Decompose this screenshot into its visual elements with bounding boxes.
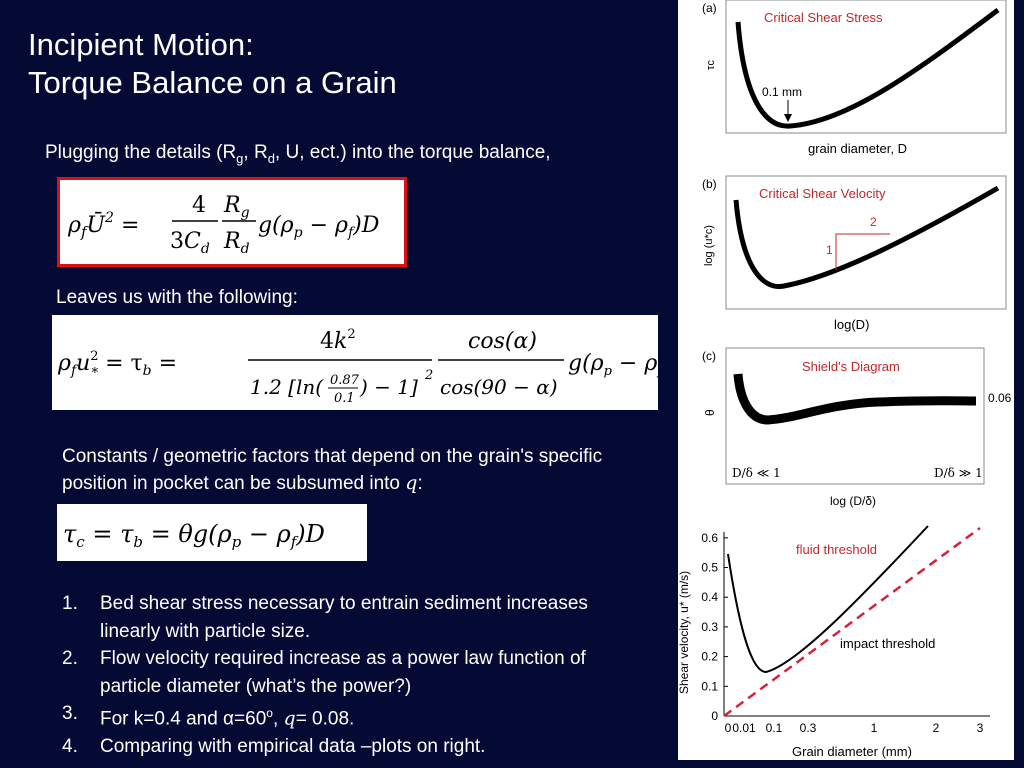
- svg-text:Rd: Rd: [223, 229, 250, 257]
- svg-text:τc = τb = θg(ρp − ρf)D: τc = τb = θg(ρp − ρf)D: [63, 520, 325, 551]
- plot-a-tag: (a): [702, 1, 717, 15]
- list-number: 3.: [62, 703, 78, 724]
- shields-equation: τc = τb = θg(ρp − ρf)D: [57, 504, 367, 561]
- svg-text:g(ρp − ρf)D: g(ρp − ρf)D: [258, 213, 380, 241]
- plot-d-xtick: 0.3: [800, 721, 817, 735]
- k-value-text: For k=0.4 and: [100, 708, 224, 730]
- list-text: Comparing with empirical data –plots on …: [100, 735, 486, 757]
- plot-d-ytick: 0.4: [701, 590, 718, 604]
- plot-d-xtick: 3: [977, 721, 984, 735]
- svg-text:cos(90 − α): cos(90 − α): [440, 375, 558, 399]
- figure-panel: (a) Critical Shear Stress τc 0.1 mm grai…: [678, 0, 1014, 760]
- plot-d-impact-label: impact threshold: [840, 636, 935, 651]
- torque-balance-equation: ρfŪ2 = 4 3 Cd Rg Rd g(ρp − ρf)D: [57, 177, 407, 267]
- plot-d-xlabel: Grain diameter (mm): [792, 744, 912, 759]
- plot-b-slope-rise: 1: [826, 243, 833, 257]
- svg-text:ρfu2* = τb =: ρfu2 * = τb =: [57, 349, 177, 381]
- plot-b-slope-run: 2: [870, 215, 877, 229]
- list-number: 1.: [62, 593, 78, 614]
- plot-c-right-label: D/δ ≫ 1: [934, 466, 983, 480]
- plot-a-critical-shear-stress: (a) Critical Shear Stress τc 0.1 mm grai…: [702, 0, 1007, 156]
- title-line-2: Torque Balance on a Grain: [28, 65, 397, 100]
- constants-sentence: Constants / geometric factors that depen…: [62, 446, 603, 494]
- plot-b-title: Critical Shear Velocity: [759, 186, 886, 201]
- plot-b-critical-shear-velocity: (b) Critical Shear Velocity log (u*c) 2 …: [702, 175, 1007, 332]
- plot-d-ytick: 0: [711, 709, 718, 723]
- plot-d-ytick: 0.1: [701, 679, 718, 693]
- constants-text: Constants / geometric factors that depen…: [62, 443, 652, 497]
- conclusions-list: 1. Bed shear stress necessary to entrain …: [62, 590, 622, 760]
- lead-text: Leaves us with the following:: [56, 287, 298, 308]
- svg-text:0.87: 0.87: [330, 373, 360, 388]
- list-text: Flow velocity required increase as a pow…: [100, 648, 586, 697]
- plot-c-shields-diagram: (c) Shield's Diagram θ 0.06 D/δ ≪ 1 D/δ …: [702, 347, 1012, 508]
- intro-sep: , R: [243, 142, 268, 163]
- intro-text: Plugging the details (Rg, Rd, U, ect.) i…: [45, 142, 551, 166]
- plot-d-xtick: 2: [933, 721, 940, 735]
- plot-c-tag: (c): [702, 349, 716, 363]
- alpha-symbol: α: [223, 708, 235, 730]
- list-text: Bed shear stress necessary to entrain se…: [100, 593, 588, 642]
- slide-title: Incipient Motion: Torque Balance on a Gr…: [28, 26, 397, 102]
- constants-colon: :: [417, 473, 423, 494]
- list-item: 2. Flow velocity required increase as a p…: [62, 645, 622, 700]
- intro-prefix: Plugging the details (R: [45, 142, 237, 163]
- svg-text:4k2: 4k2: [320, 327, 356, 354]
- plot-a-annotation: 0.1 mm: [762, 85, 802, 99]
- svg-text:1.2 [ln(: 1.2 [ln(: [250, 375, 324, 399]
- svg-text:) − 1]: ) − 1]: [359, 375, 418, 399]
- comma: ,: [272, 708, 284, 730]
- plot-d-ytick: 0.2: [701, 650, 718, 664]
- plot-d-ytick: 0.6: [701, 531, 718, 545]
- plot-c-title: Shield's Diagram: [802, 359, 900, 374]
- plot-d-ytick: 0.5: [701, 561, 718, 575]
- svg-text:4: 4: [192, 193, 206, 218]
- plot-c-value: 0.06: [988, 391, 1012, 405]
- list-number: 4.: [62, 735, 78, 757]
- svg-text:cos(α): cos(α): [468, 329, 537, 354]
- subscript-d: d: [267, 150, 275, 166]
- plot-a-xlabel: grain diameter, D: [808, 141, 907, 156]
- plot-a-title: Critical Shear Stress: [764, 10, 883, 25]
- alpha-value: =60: [234, 708, 267, 730]
- plot-c-xlabel: log (D/δ): [830, 494, 876, 508]
- subscript-g: g: [236, 150, 244, 166]
- plot-d-xtick: 0: [725, 721, 732, 735]
- plot-b-xlabel: log(D): [834, 317, 869, 332]
- svg-text:0.1: 0.1: [334, 391, 355, 406]
- svg-text:2: 2: [424, 368, 433, 383]
- plot-b-ylabel: log (u*c): [703, 225, 715, 266]
- plot-d-xtick: 1: [871, 721, 878, 735]
- plot-d-fluid-label: fluid threshold: [796, 542, 877, 557]
- list-item: 3. For k=0.4 and α=60o, q= 0.08.: [62, 700, 622, 733]
- plot-d-ylabel: Shear velocity, u* (m/s): [678, 571, 691, 694]
- plot-a-ylabel: τc: [705, 60, 717, 70]
- svg-text:ρfŪ2 =: ρfŪ2 =: [67, 210, 139, 241]
- plot-d-xtick: 0.01: [732, 721, 756, 735]
- plot-d-ytick: 0.3: [701, 620, 718, 634]
- title-line-1: Incipient Motion:: [28, 27, 254, 62]
- list-number: 2.: [62, 648, 78, 669]
- q-value: = 0.08.: [295, 708, 355, 730]
- svg-text:3: 3: [170, 229, 184, 254]
- svg-text:Cd: Cd: [184, 229, 210, 257]
- intro-suffix: , U, ect.) into the torque balance,: [274, 142, 551, 163]
- shear-velocity-equation: ρfu2 * = τb = 4k2 1.2 [ln( 0.87 0.1 ) − 1…: [52, 315, 658, 410]
- plot-b-tag: (b): [702, 177, 717, 191]
- list-text: For k=0.4 and α=60o, q= 0.08.: [100, 700, 354, 733]
- q-symbol: q: [283, 707, 296, 730]
- plot-c-left-label: D/δ ≪ 1: [732, 466, 781, 480]
- svg-text:g(ρp − ρf)D: g(ρp − ρf)D: [568, 351, 658, 379]
- list-item: 4. Comparing with empirical data –plots o…: [62, 733, 622, 761]
- q-variable: q: [405, 472, 418, 494]
- svg-text:Rg: Rg: [223, 193, 250, 221]
- plot-d-xtick: 0.1: [766, 721, 783, 735]
- plot-c-ylabel: θ: [703, 409, 717, 416]
- degree-mark: o: [266, 706, 273, 720]
- plot-d-empirical-thresholds: 00.10.20.30.40.50.6 0 0.01 0.1 0.3 1 2 3 Shear…: [678, 525, 990, 759]
- list-item: 1. Bed shear stress necessary to entrain …: [62, 590, 622, 645]
